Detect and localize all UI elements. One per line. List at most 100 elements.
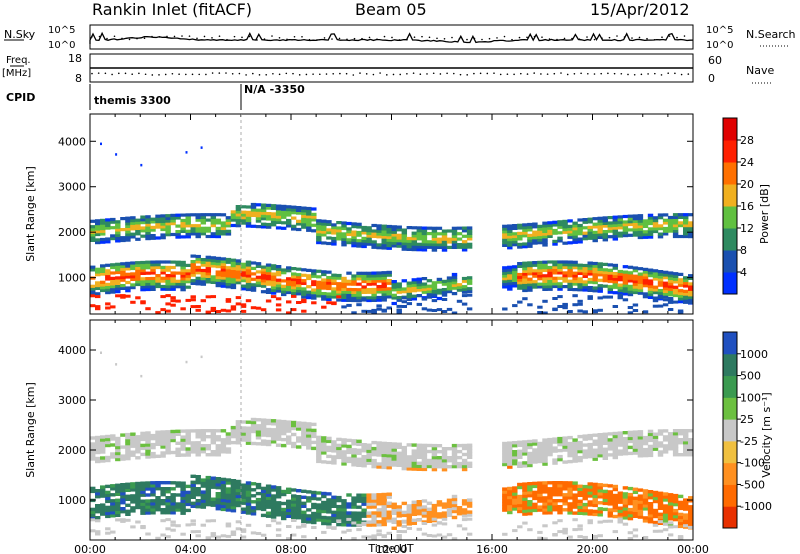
velocity-cell	[421, 522, 428, 525]
power-cell	[240, 265, 247, 269]
velocity-cell	[255, 503, 262, 508]
velocity-cell	[451, 503, 458, 508]
power-cell	[446, 276, 453, 280]
freq-unit: [MHz]	[2, 68, 31, 79]
nsearch-dot	[511, 38, 513, 41]
velocity-cell	[240, 486, 247, 490]
power-cell	[416, 245, 423, 249]
velocity-cell	[356, 457, 362, 461]
nsearch-dot	[226, 38, 228, 41]
nave-dot	[540, 73, 542, 75]
velocity-cell	[557, 493, 563, 497]
power-cell	[306, 296, 312, 300]
velocity-cell	[321, 442, 327, 446]
velocity-cell	[597, 451, 603, 455]
colorbar-swatch	[723, 506, 737, 529]
nsearch-dot	[391, 36, 393, 39]
velocity-cell	[602, 492, 609, 497]
velocity-cell	[110, 493, 116, 497]
power-cell	[557, 231, 563, 235]
power-cell	[557, 260, 563, 264]
power-cell	[537, 235, 543, 239]
velocity-cell	[361, 508, 367, 512]
power-cell	[431, 289, 438, 293]
velocity-cell	[502, 453, 508, 458]
velocity-cell	[381, 507, 387, 512]
velocity-cell	[291, 494, 297, 498]
velocity-cell	[537, 536, 543, 540]
velocity-cell	[286, 525, 292, 528]
power-cell	[642, 233, 649, 237]
velocity-cell	[185, 484, 191, 489]
power-cell	[426, 290, 433, 294]
power-cell	[250, 224, 257, 228]
velocity-cell	[326, 525, 332, 529]
power-cell	[451, 245, 458, 249]
velocity-cell	[90, 451, 96, 455]
velocity-cell	[275, 495, 282, 499]
power-cell	[527, 285, 533, 289]
power-cell	[522, 264, 528, 268]
velocity-cell	[647, 514, 654, 518]
velocity-cell	[210, 435, 217, 439]
power-cell	[296, 278, 302, 282]
power-cell	[321, 281, 327, 285]
velocity-cell	[657, 441, 664, 445]
colorbar-tick-label: 25	[740, 413, 754, 426]
velocity-cell	[683, 504, 689, 508]
power-cell	[637, 280, 644, 284]
nsearch-dot	[518, 36, 521, 39]
velocity-cell	[517, 494, 523, 499]
power-cell	[607, 285, 614, 289]
power-cell	[125, 222, 131, 226]
power-cell	[90, 290, 96, 294]
power-cell	[205, 280, 212, 284]
power-cell	[542, 232, 548, 236]
power-cell	[200, 263, 207, 267]
power-cell	[220, 268, 227, 272]
velocity-cell	[210, 479, 217, 483]
power-cell	[572, 266, 578, 270]
velocity-cell	[517, 497, 523, 502]
power-cell	[617, 226, 624, 230]
power-cell	[688, 293, 694, 297]
power-cell	[542, 279, 548, 283]
power-cell	[316, 241, 322, 245]
velocity-cell	[130, 494, 136, 498]
velocity-cell	[351, 523, 357, 527]
colorbar-swatch	[723, 140, 737, 163]
power-cell	[230, 264, 237, 268]
velocity-cell	[240, 432, 247, 436]
velocity-cell	[627, 451, 634, 456]
power-cell	[657, 232, 664, 236]
velocity-cell	[677, 453, 684, 457]
power-cell	[291, 227, 297, 231]
velocity-cell	[145, 511, 151, 515]
velocity-cell	[381, 535, 387, 539]
velocity-cell	[456, 509, 463, 513]
power-cell	[165, 233, 171, 237]
power-cell	[532, 230, 538, 234]
colorbar-frame	[722, 331, 738, 529]
velocity-cell	[306, 437, 312, 441]
power-cell	[627, 214, 634, 218]
velocity-cell	[441, 522, 448, 526]
power-cell	[602, 238, 609, 242]
power-cell	[336, 293, 342, 297]
power-cell	[396, 236, 402, 240]
velocity-cell	[451, 506, 458, 511]
power-cell	[592, 225, 598, 229]
power-cell	[461, 302, 468, 306]
power-cell	[296, 301, 302, 304]
power-cell	[607, 229, 614, 233]
velocity-cell	[532, 490, 538, 495]
power-cell	[622, 273, 629, 277]
power-cell	[270, 286, 277, 290]
power-cell	[160, 225, 166, 229]
velocity-cell	[597, 501, 603, 505]
power-cell	[250, 211, 257, 215]
velocity-cell	[451, 449, 458, 454]
velocity-cell	[265, 524, 272, 528]
velocity-cell	[517, 443, 523, 447]
power-cell	[522, 226, 528, 230]
